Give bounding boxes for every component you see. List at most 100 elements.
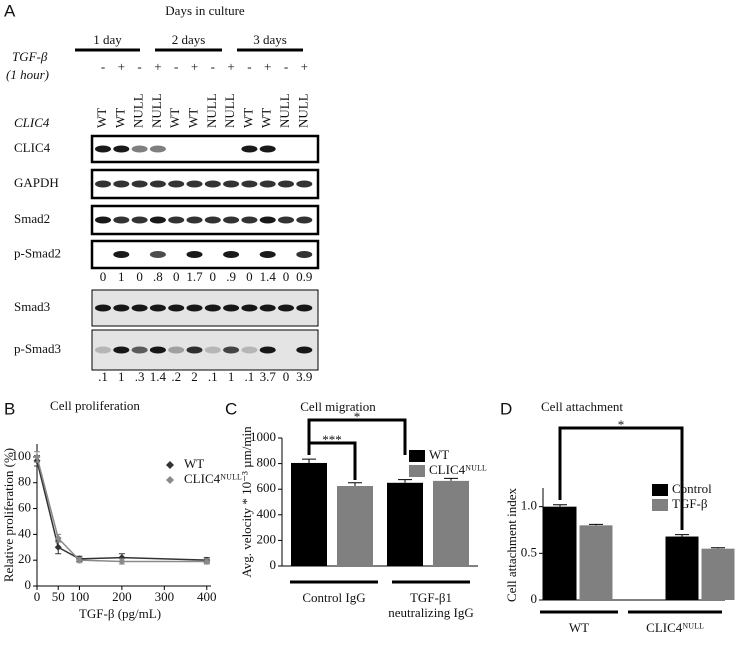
bar [387,482,423,566]
blot-label: GAPDH [14,175,59,190]
legend-marker [166,476,174,484]
band [259,216,276,224]
bar [701,548,735,600]
significance-bracket [307,418,407,455]
band [296,346,313,354]
quantification: .1 [98,369,108,384]
legend-label: CLIC4ᴺᵁᴸᴸ [429,462,487,477]
marker [75,556,83,564]
treatment-sign: + [154,59,161,74]
treatment-sign: - [284,59,288,74]
band [131,216,148,224]
y-tick-label: 20 [18,551,31,566]
band [149,180,166,188]
quantification: 0 [136,269,143,284]
treatment-sign: + [264,59,271,74]
band [204,216,221,224]
quantification: 0.9 [296,269,312,284]
y-tick-label: 60 [18,500,31,515]
y-tick-label: 40 [18,525,31,540]
band [186,251,203,258]
legend-swatch [652,484,668,496]
band [131,180,148,188]
genotype: WT [167,108,182,128]
band [241,346,258,354]
bar [433,480,469,566]
y-tick-label: 0 [25,577,32,592]
group-label: 1 day [93,32,122,47]
significance-label: * [618,417,625,432]
x-tick-label: 400 [197,589,217,604]
y-tick-label: 1000 [250,429,276,444]
series-line [36,456,207,563]
blot-label: Smad3 [14,299,50,314]
quantification: .8 [153,269,163,284]
band [223,251,240,258]
band [241,216,258,224]
treatment-sign: - [174,59,178,74]
band [113,216,130,224]
treatment-sign: - [137,59,141,74]
y-tick-label: 100 [12,448,32,463]
series-line [36,460,207,561]
treatment-sign: - [211,59,215,74]
y-tick-label: 400 [257,506,277,521]
treatment-sign: + [227,59,234,74]
panel-letter: A [4,1,16,20]
band [95,216,111,224]
quantification: 0 [173,269,180,284]
treatment-sign: - [101,59,105,74]
significance-label: * [354,409,361,424]
band [223,180,240,188]
band [223,216,240,224]
quantification: 3.9 [296,369,312,384]
treatment-sublabel: (1 hour) [6,67,49,82]
band [186,346,203,354]
band [149,304,166,312]
legend-label: CLIC4ᴺᵁᴸᴸ [184,471,242,486]
bar [337,486,373,566]
band [278,216,294,224]
blot-label: CLIC4 [14,140,51,155]
band [223,304,240,312]
genotype: NULL [222,93,237,128]
band [131,145,148,153]
quantification: 1 [118,369,125,384]
quantification: .2 [171,369,181,384]
x-category-label: CLIC4ᴺᵁᴸᴸ [646,620,704,635]
quantification: .9 [226,269,236,284]
x-category-label: Control IgG [302,590,366,605]
quantification: 0 [246,269,253,284]
genotype: WT [240,108,255,128]
quantification: 1.4 [150,369,167,384]
genotype: NULL [204,93,219,128]
genotype: WT [259,108,274,128]
band [113,145,130,153]
treatment-label: TGF-β [12,49,48,64]
legend-swatch [409,450,425,462]
band [204,180,221,188]
bar [543,506,577,600]
treatment-sign: + [118,59,125,74]
band [296,304,313,312]
blot-label: Smad2 [14,211,50,226]
band [241,145,258,153]
treatment-sign: - [247,59,251,74]
y-axis-label: Relative proliferation (%) [1,448,16,582]
error-bar [302,458,316,463]
blot-label: p-Smad3 [14,341,61,356]
quantification: 3.7 [260,369,277,384]
treatment-sign: + [301,59,308,74]
band [259,251,276,258]
band [168,180,185,188]
band [259,145,276,153]
band [113,304,130,312]
genotype: WT [112,108,127,128]
y-tick-label: 80 [18,474,31,489]
x-tick-label: 50 [52,589,65,604]
error-bar [444,477,458,481]
bar [579,525,613,600]
chart-title: Cell proliferation [50,398,140,413]
band [113,346,130,354]
